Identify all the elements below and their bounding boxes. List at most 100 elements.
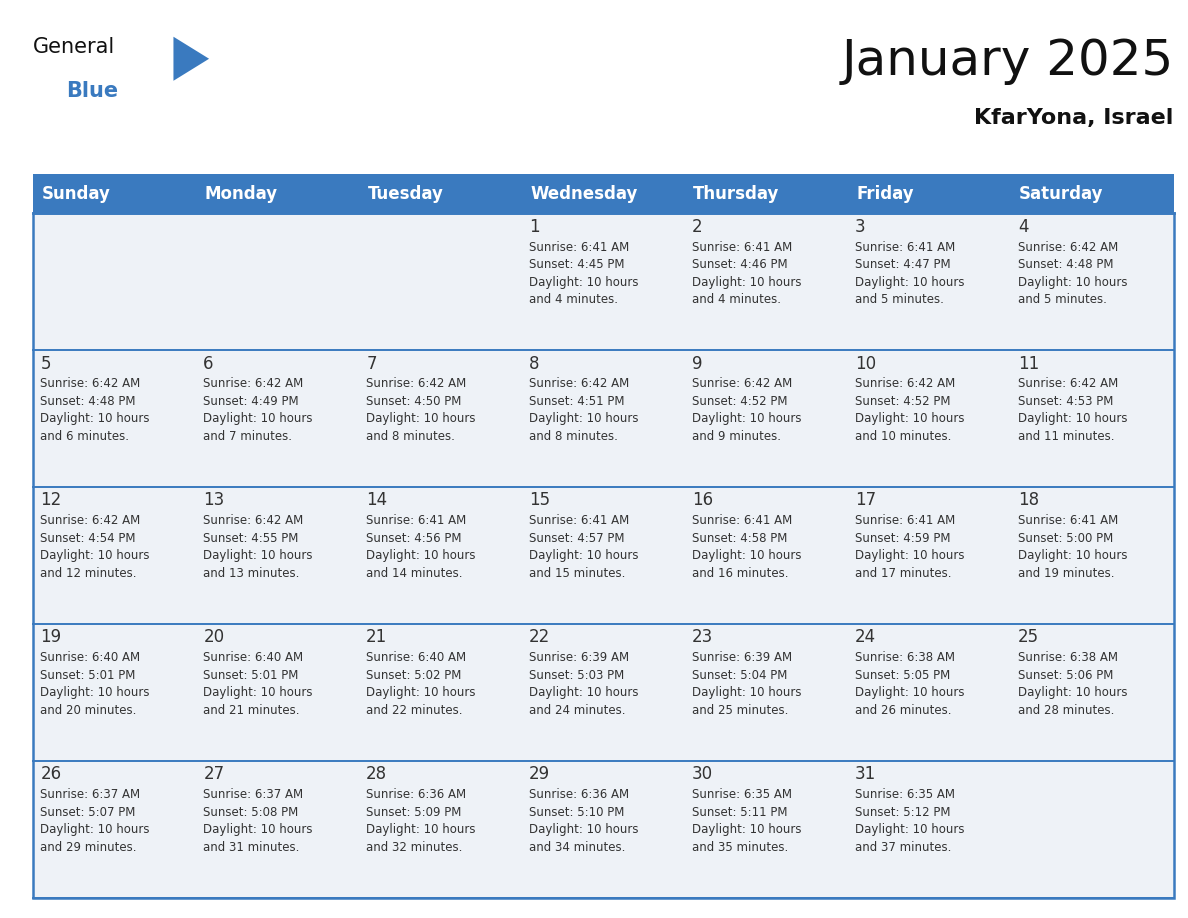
Text: Sunrise: 6:41 AM
Sunset: 4:56 PM
Daylight: 10 hours
and 14 minutes.: Sunrise: 6:41 AM Sunset: 4:56 PM Dayligh… — [366, 514, 475, 580]
Bar — [685, 350, 848, 487]
Polygon shape — [173, 37, 209, 81]
Bar — [685, 174, 848, 213]
Text: General: General — [33, 37, 115, 57]
Text: 29: 29 — [529, 766, 550, 783]
Text: 7: 7 — [366, 354, 377, 373]
Text: 31: 31 — [855, 766, 877, 783]
Text: 30: 30 — [693, 766, 713, 783]
Text: 11: 11 — [1018, 354, 1040, 373]
Bar — [196, 487, 359, 624]
Bar — [848, 213, 1011, 350]
Text: Sunrise: 6:42 AM
Sunset: 4:48 PM
Daylight: 10 hours
and 5 minutes.: Sunrise: 6:42 AM Sunset: 4:48 PM Dayligh… — [1018, 241, 1127, 306]
Text: Sunrise: 6:35 AM
Sunset: 5:11 PM
Daylight: 10 hours
and 35 minutes.: Sunrise: 6:35 AM Sunset: 5:11 PM Dayligh… — [693, 789, 802, 854]
Text: January 2025: January 2025 — [841, 37, 1174, 84]
Bar — [359, 174, 522, 213]
Text: Friday: Friday — [857, 185, 914, 203]
Text: Sunrise: 6:36 AM
Sunset: 5:10 PM
Daylight: 10 hours
and 34 minutes.: Sunrise: 6:36 AM Sunset: 5:10 PM Dayligh… — [529, 789, 639, 854]
Text: Sunrise: 6:37 AM
Sunset: 5:07 PM
Daylight: 10 hours
and 29 minutes.: Sunrise: 6:37 AM Sunset: 5:07 PM Dayligh… — [40, 789, 150, 854]
Text: 28: 28 — [366, 766, 387, 783]
Text: KfarYona, Israel: KfarYona, Israel — [974, 108, 1174, 129]
Bar — [1011, 487, 1174, 624]
Text: Sunrise: 6:41 AM
Sunset: 5:00 PM
Daylight: 10 hours
and 19 minutes.: Sunrise: 6:41 AM Sunset: 5:00 PM Dayligh… — [1018, 514, 1127, 580]
Bar — [359, 761, 522, 898]
Text: 17: 17 — [855, 491, 876, 509]
Text: 26: 26 — [40, 766, 62, 783]
Bar — [1011, 213, 1174, 350]
Text: Sunrise: 6:41 AM
Sunset: 4:59 PM
Daylight: 10 hours
and 17 minutes.: Sunrise: 6:41 AM Sunset: 4:59 PM Dayligh… — [855, 514, 965, 580]
Text: 23: 23 — [693, 629, 713, 646]
Text: Sunrise: 6:42 AM
Sunset: 4:51 PM
Daylight: 10 hours
and 8 minutes.: Sunrise: 6:42 AM Sunset: 4:51 PM Dayligh… — [529, 377, 639, 443]
Text: Sunrise: 6:40 AM
Sunset: 5:02 PM
Daylight: 10 hours
and 22 minutes.: Sunrise: 6:40 AM Sunset: 5:02 PM Dayligh… — [366, 652, 475, 717]
Text: Sunrise: 6:42 AM
Sunset: 4:52 PM
Daylight: 10 hours
and 10 minutes.: Sunrise: 6:42 AM Sunset: 4:52 PM Dayligh… — [855, 377, 965, 443]
Text: Saturday: Saturday — [1019, 185, 1104, 203]
Bar — [359, 487, 522, 624]
Text: 20: 20 — [203, 629, 225, 646]
Text: 3: 3 — [855, 218, 866, 236]
Bar — [848, 761, 1011, 898]
Text: Sunrise: 6:41 AM
Sunset: 4:45 PM
Daylight: 10 hours
and 4 minutes.: Sunrise: 6:41 AM Sunset: 4:45 PM Dayligh… — [529, 241, 639, 306]
Text: 16: 16 — [693, 491, 713, 509]
Text: Sunrise: 6:42 AM
Sunset: 4:55 PM
Daylight: 10 hours
and 13 minutes.: Sunrise: 6:42 AM Sunset: 4:55 PM Dayligh… — [203, 514, 312, 580]
Text: Sunrise: 6:42 AM
Sunset: 4:52 PM
Daylight: 10 hours
and 9 minutes.: Sunrise: 6:42 AM Sunset: 4:52 PM Dayligh… — [693, 377, 802, 443]
Text: 10: 10 — [855, 354, 876, 373]
Bar — [685, 487, 848, 624]
Text: Tuesday: Tuesday — [367, 185, 443, 203]
Text: 24: 24 — [855, 629, 876, 646]
Text: Sunrise: 6:35 AM
Sunset: 5:12 PM
Daylight: 10 hours
and 37 minutes.: Sunrise: 6:35 AM Sunset: 5:12 PM Dayligh… — [855, 789, 965, 854]
Text: 6: 6 — [203, 354, 214, 373]
Bar — [359, 213, 522, 350]
Text: Sunrise: 6:38 AM
Sunset: 5:05 PM
Daylight: 10 hours
and 26 minutes.: Sunrise: 6:38 AM Sunset: 5:05 PM Dayligh… — [855, 652, 965, 717]
Text: Sunrise: 6:36 AM
Sunset: 5:09 PM
Daylight: 10 hours
and 32 minutes.: Sunrise: 6:36 AM Sunset: 5:09 PM Dayligh… — [366, 789, 475, 854]
Text: 2: 2 — [693, 218, 703, 236]
Bar — [359, 624, 522, 761]
Text: Sunrise: 6:42 AM
Sunset: 4:50 PM
Daylight: 10 hours
and 8 minutes.: Sunrise: 6:42 AM Sunset: 4:50 PM Dayligh… — [366, 377, 475, 443]
Text: Sunrise: 6:39 AM
Sunset: 5:03 PM
Daylight: 10 hours
and 24 minutes.: Sunrise: 6:39 AM Sunset: 5:03 PM Dayligh… — [529, 652, 639, 717]
Bar — [1011, 174, 1174, 213]
Bar — [33, 624, 196, 761]
Text: Sunrise: 6:42 AM
Sunset: 4:48 PM
Daylight: 10 hours
and 6 minutes.: Sunrise: 6:42 AM Sunset: 4:48 PM Dayligh… — [40, 377, 150, 443]
Text: Wednesday: Wednesday — [530, 185, 638, 203]
Bar — [196, 761, 359, 898]
Bar — [685, 213, 848, 350]
Text: Sunrise: 6:41 AM
Sunset: 4:58 PM
Daylight: 10 hours
and 16 minutes.: Sunrise: 6:41 AM Sunset: 4:58 PM Dayligh… — [693, 514, 802, 580]
Text: 13: 13 — [203, 491, 225, 509]
Text: Sunday: Sunday — [42, 185, 110, 203]
Text: Sunrise: 6:39 AM
Sunset: 5:04 PM
Daylight: 10 hours
and 25 minutes.: Sunrise: 6:39 AM Sunset: 5:04 PM Dayligh… — [693, 652, 802, 717]
Text: Sunrise: 6:40 AM
Sunset: 5:01 PM
Daylight: 10 hours
and 20 minutes.: Sunrise: 6:40 AM Sunset: 5:01 PM Dayligh… — [40, 652, 150, 717]
Bar — [1011, 624, 1174, 761]
Text: Sunrise: 6:42 AM
Sunset: 4:49 PM
Daylight: 10 hours
and 7 minutes.: Sunrise: 6:42 AM Sunset: 4:49 PM Dayligh… — [203, 377, 312, 443]
Bar — [33, 213, 196, 350]
Bar — [359, 350, 522, 487]
Text: 9: 9 — [693, 354, 702, 373]
Bar — [848, 624, 1011, 761]
Bar — [522, 487, 685, 624]
Bar — [196, 213, 359, 350]
Text: 18: 18 — [1018, 491, 1040, 509]
Text: Sunrise: 6:38 AM
Sunset: 5:06 PM
Daylight: 10 hours
and 28 minutes.: Sunrise: 6:38 AM Sunset: 5:06 PM Dayligh… — [1018, 652, 1127, 717]
Text: 5: 5 — [40, 354, 51, 373]
Bar — [848, 350, 1011, 487]
Text: Sunrise: 6:41 AM
Sunset: 4:57 PM
Daylight: 10 hours
and 15 minutes.: Sunrise: 6:41 AM Sunset: 4:57 PM Dayligh… — [529, 514, 639, 580]
Text: Monday: Monday — [204, 185, 278, 203]
Text: 21: 21 — [366, 629, 387, 646]
Bar — [1011, 761, 1174, 898]
Text: 22: 22 — [529, 629, 550, 646]
Text: Sunrise: 6:37 AM
Sunset: 5:08 PM
Daylight: 10 hours
and 31 minutes.: Sunrise: 6:37 AM Sunset: 5:08 PM Dayligh… — [203, 789, 312, 854]
Text: Sunrise: 6:40 AM
Sunset: 5:01 PM
Daylight: 10 hours
and 21 minutes.: Sunrise: 6:40 AM Sunset: 5:01 PM Dayligh… — [203, 652, 312, 717]
Text: 19: 19 — [40, 629, 62, 646]
Bar — [685, 761, 848, 898]
Bar — [522, 213, 685, 350]
Text: Sunrise: 6:42 AM
Sunset: 4:54 PM
Daylight: 10 hours
and 12 minutes.: Sunrise: 6:42 AM Sunset: 4:54 PM Dayligh… — [40, 514, 150, 580]
Bar — [33, 213, 1174, 898]
Text: 14: 14 — [366, 491, 387, 509]
Text: Sunrise: 6:41 AM
Sunset: 4:47 PM
Daylight: 10 hours
and 5 minutes.: Sunrise: 6:41 AM Sunset: 4:47 PM Dayligh… — [855, 241, 965, 306]
Text: 12: 12 — [40, 491, 62, 509]
Bar — [685, 624, 848, 761]
Bar — [196, 350, 359, 487]
Bar — [33, 761, 196, 898]
Text: Thursday: Thursday — [694, 185, 779, 203]
Bar — [33, 174, 196, 213]
Bar — [522, 174, 685, 213]
Bar — [848, 487, 1011, 624]
Bar — [196, 174, 359, 213]
